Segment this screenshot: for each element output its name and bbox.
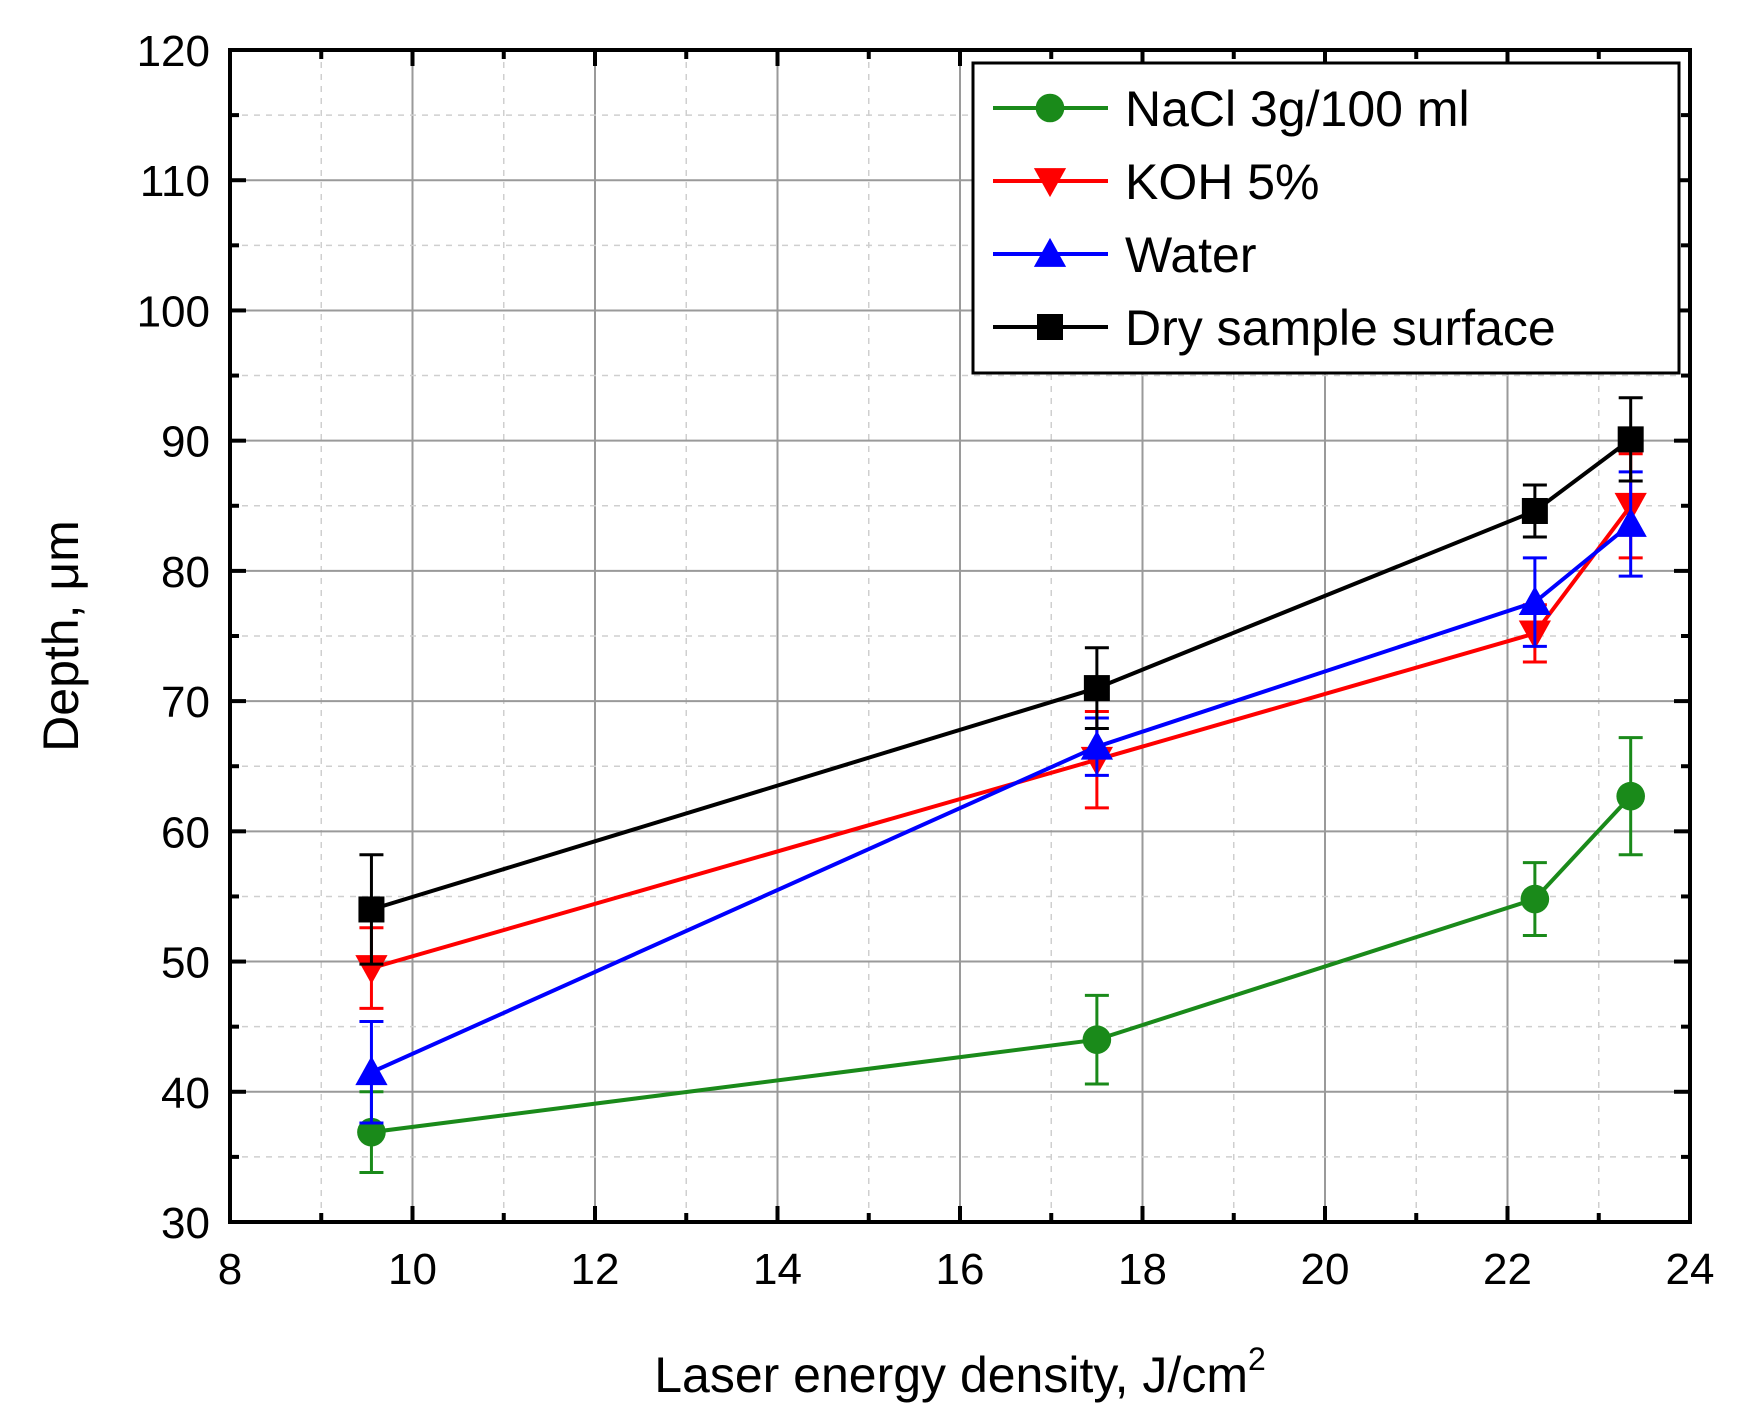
legend-marker xyxy=(1033,168,1067,198)
legend-box xyxy=(971,61,1681,375)
legend-label: Water xyxy=(1125,227,1257,283)
series-0 xyxy=(357,736,1645,1175)
data-point xyxy=(1518,586,1551,616)
x-axis-title: Laser energy density, J/cm2 xyxy=(654,1341,1266,1403)
y-axis-title: Depth, μm xyxy=(33,520,89,752)
plot-frame xyxy=(228,48,1692,1224)
x-tick-label: 14 xyxy=(753,1245,802,1294)
x-tick-label: 20 xyxy=(1301,1245,1350,1294)
data-point xyxy=(1617,426,1644,453)
series-2 xyxy=(355,470,1647,1125)
legend-label: KOH 5% xyxy=(1125,154,1320,210)
x-tick-label: 18 xyxy=(1118,1245,1167,1294)
data-point xyxy=(1614,507,1647,537)
x-tick-label: 10 xyxy=(388,1245,437,1294)
series-3 xyxy=(358,396,1644,966)
y-tick-label: 100 xyxy=(137,287,210,336)
x-axis-title-superscript: 2 xyxy=(1248,1341,1266,1377)
data-point xyxy=(355,1056,388,1086)
data-point xyxy=(1521,497,1548,524)
axis-ticks: 8 10 12 14 16 18 20 22 24 30 40 50 60 70 80 90 100 110 120 xyxy=(137,27,1715,1294)
series-line xyxy=(371,794,1633,1135)
data-point xyxy=(1080,730,1113,760)
legend-marker xyxy=(1035,93,1065,123)
data-point xyxy=(1616,781,1645,811)
x-tick-label: 16 xyxy=(936,1245,985,1294)
legend-label: Dry sample surface xyxy=(1125,300,1556,356)
y-tick-label: 80 xyxy=(161,548,210,597)
legend-label: NaCl 3g/100 ml xyxy=(1125,81,1470,137)
series-line xyxy=(370,522,1632,1075)
data-point xyxy=(1083,675,1110,702)
y-tick-label: 30 xyxy=(161,1199,210,1248)
y-tick-label: 50 xyxy=(161,939,210,988)
y-tick-label: 120 xyxy=(137,27,210,76)
y-tick-label: 90 xyxy=(161,418,210,467)
data-point xyxy=(357,1117,386,1147)
y-tick-label: 110 xyxy=(140,157,210,206)
legend-marker xyxy=(1033,237,1067,267)
y-tick-label: 60 xyxy=(161,808,210,857)
y-tick-label: 70 xyxy=(161,678,210,727)
legend-marker xyxy=(1037,314,1063,340)
data-point xyxy=(1082,1025,1112,1054)
x-tick-label: 22 xyxy=(1483,1245,1532,1294)
series-line xyxy=(370,504,1633,970)
data-point xyxy=(355,955,388,985)
data-point xyxy=(1520,884,1550,914)
x-tick-label: 24 xyxy=(1666,1245,1715,1294)
data-point xyxy=(358,896,385,923)
y-tick-label: 40 xyxy=(161,1069,210,1118)
series-line xyxy=(370,437,1632,912)
data-series xyxy=(355,396,1647,1175)
x-tick-label: 12 xyxy=(571,1245,620,1294)
legend: NaCl 3g/100 ml KOH 5% Water Dry sample surf… xyxy=(971,61,1681,375)
x-tick-label: 8 xyxy=(218,1245,242,1294)
x-axis-title-text: Laser energy density, J/cm xyxy=(654,1347,1248,1403)
